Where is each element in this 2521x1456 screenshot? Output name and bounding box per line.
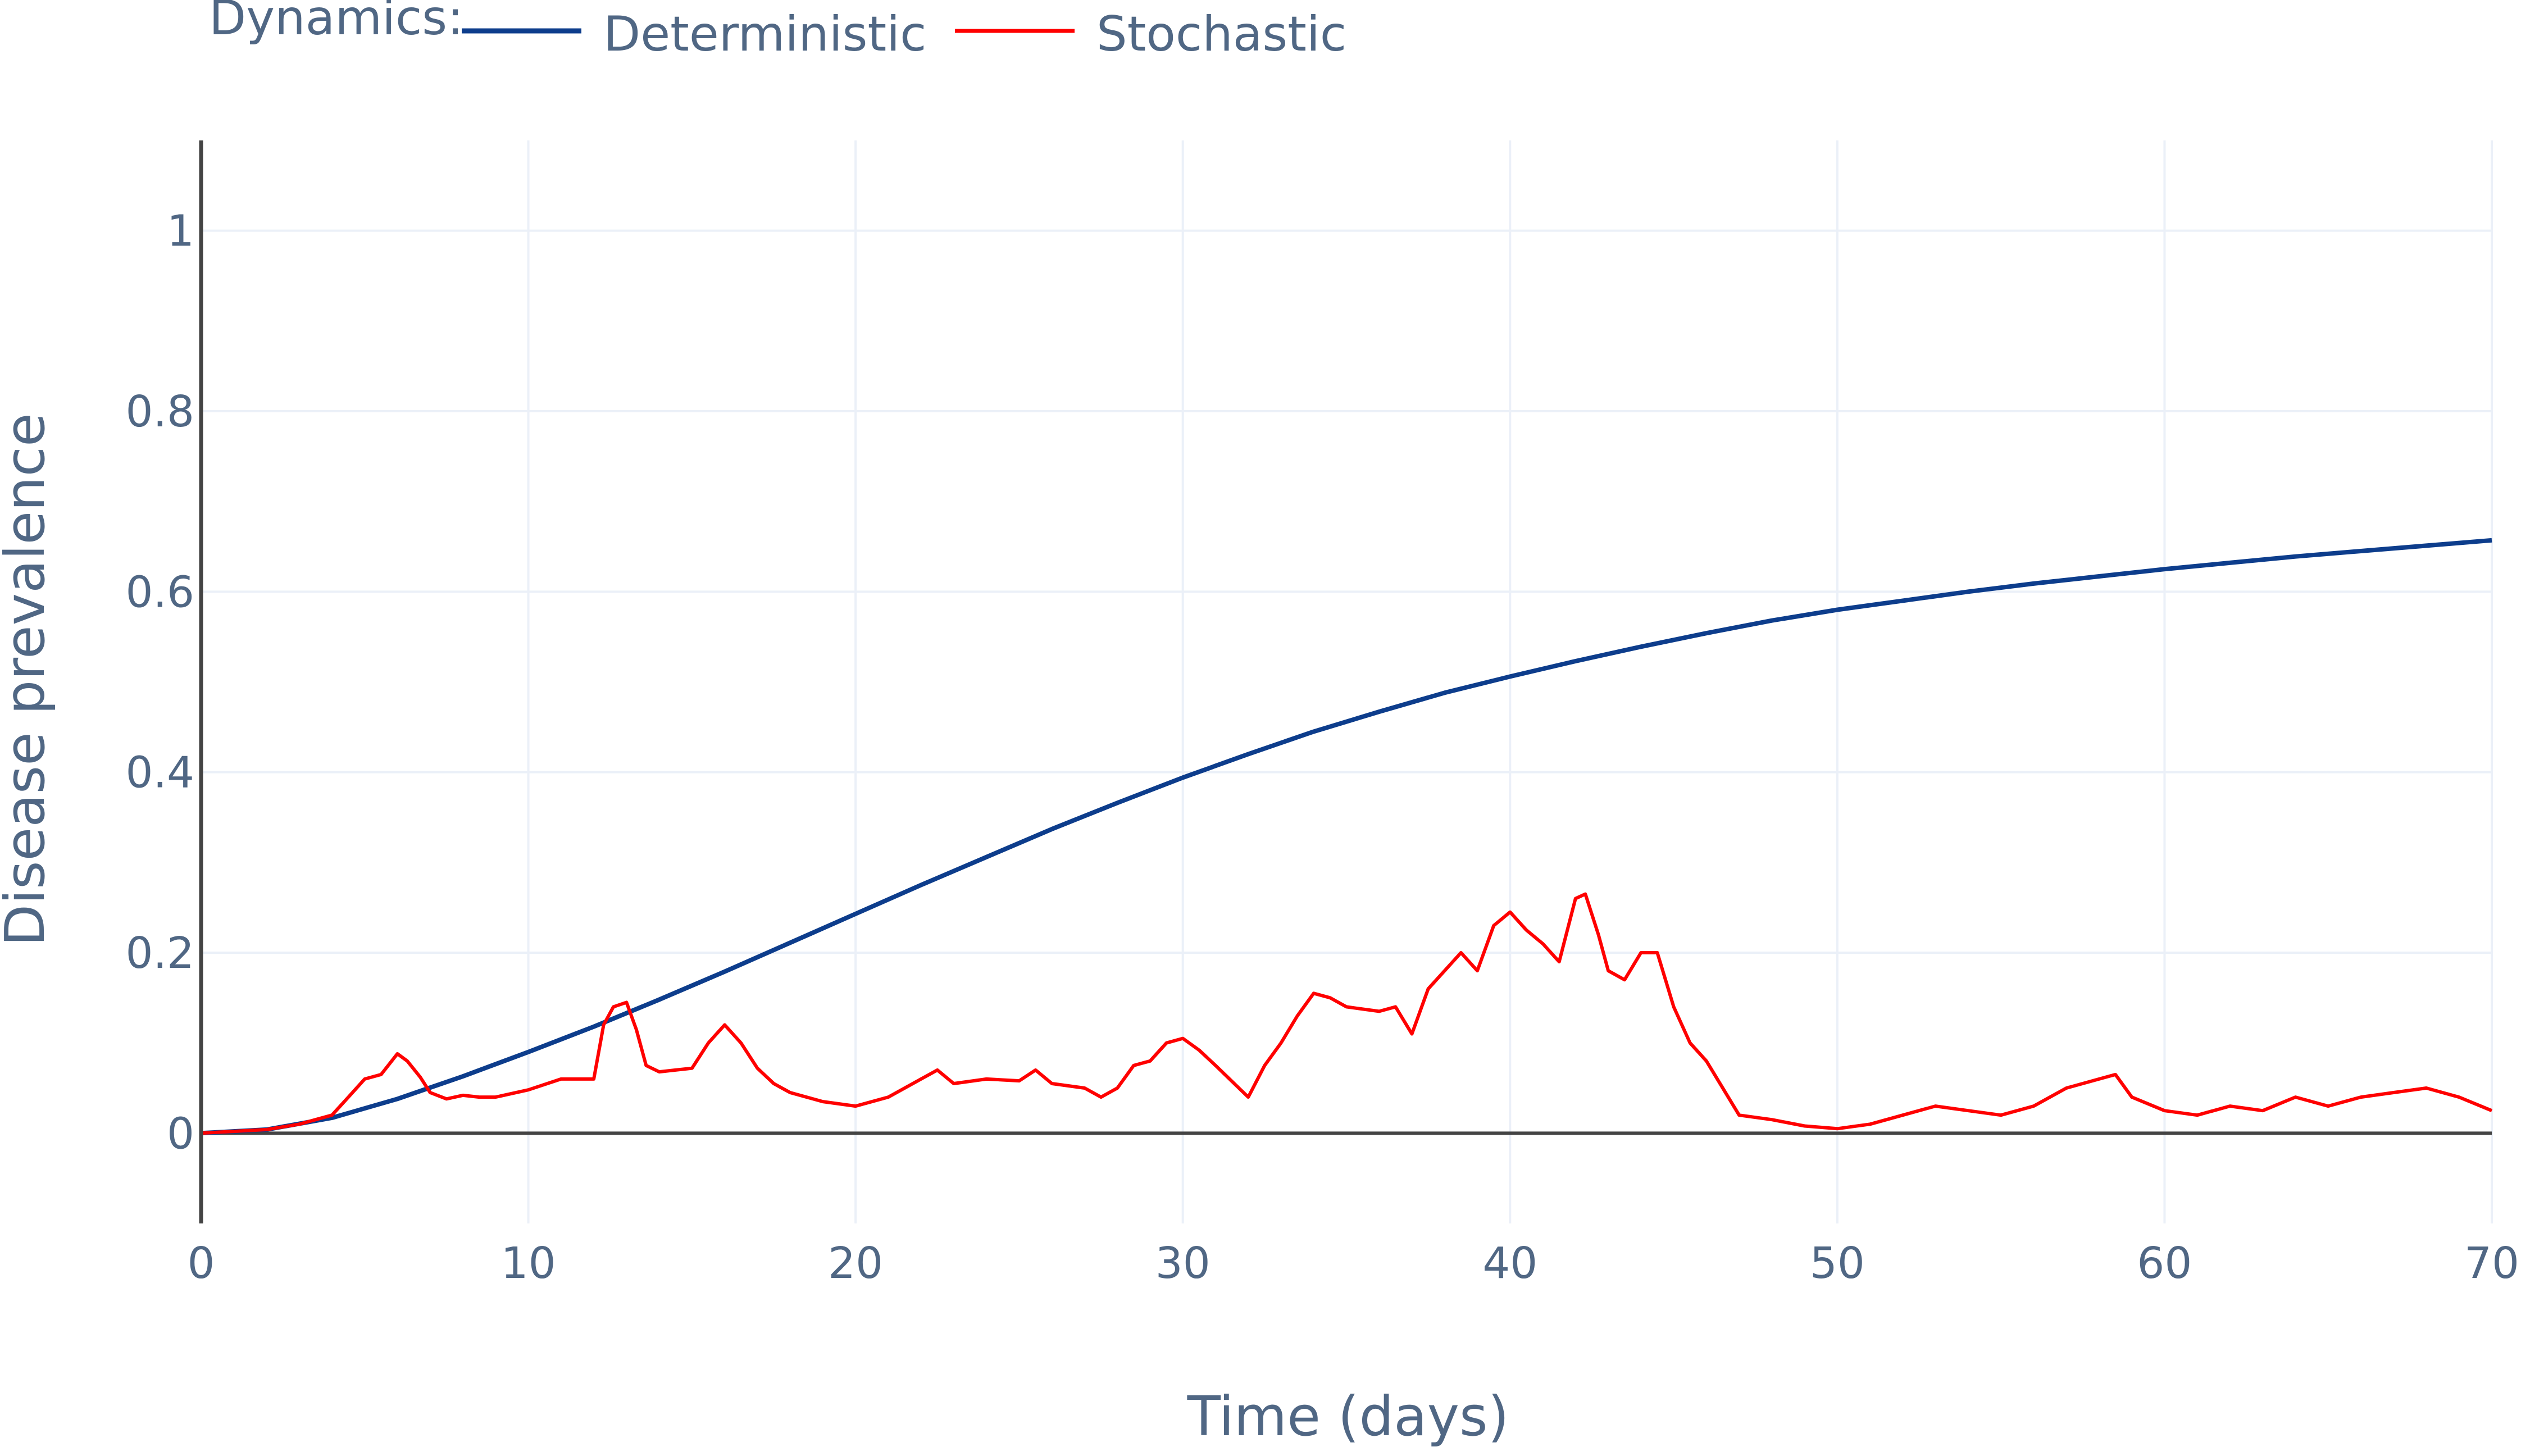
legend-deterministic-label[interactable]: Deterministic <box>603 6 926 62</box>
x-tick-label: 30 <box>1155 1239 1211 1289</box>
x-tick-label: 50 <box>1810 1239 1865 1289</box>
legend: Dynamics: Deterministic Stochastic <box>209 0 1346 62</box>
y-axis-title: Disease prevalence <box>0 413 57 946</box>
grid <box>201 140 2493 1223</box>
x-tick-label: 0 <box>188 1239 215 1289</box>
y-tick-label: 0.2 <box>126 929 194 979</box>
legend-title: Dynamics: <box>209 0 463 46</box>
x-tick-label: 40 <box>1482 1239 1537 1289</box>
x-tick-label: 70 <box>2464 1239 2519 1289</box>
legend-stochastic-label[interactable]: Stochastic <box>1096 6 1346 62</box>
x-axis-title: Time (days) <box>1187 1385 1509 1448</box>
x-tick-labels: 0 10 20 30 40 50 60 70 <box>188 1239 2519 1289</box>
y-tick-label: 0.8 <box>126 387 194 437</box>
y-tick-label: 0.4 <box>126 748 194 798</box>
y-tick-label: 1 <box>167 207 194 257</box>
series-line-deterministic <box>201 538 2492 1136</box>
series-layer <box>201 538 2493 1136</box>
x-tick-label: 60 <box>2137 1239 2192 1289</box>
series-line-stochastic <box>201 892 2493 1135</box>
x-tick-label: 10 <box>501 1239 556 1289</box>
y-tick-labels: 0 0.2 0.4 0.6 0.8 1 <box>126 207 194 1159</box>
y-tick-label: 0.6 <box>126 567 194 617</box>
x-tick-label: 20 <box>828 1239 883 1289</box>
y-tick-label: 0 <box>167 1109 194 1159</box>
